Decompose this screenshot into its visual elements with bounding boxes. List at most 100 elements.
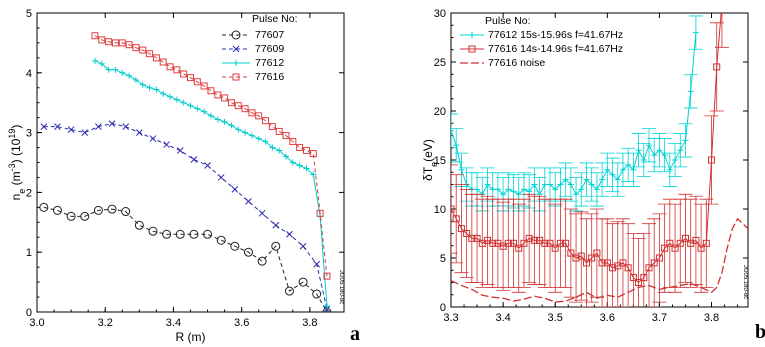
chart1-series0-point20 xyxy=(552,186,559,193)
chart1-series0-point42 xyxy=(666,166,673,173)
chart1-series0-point40 xyxy=(656,147,663,154)
chart0-xlabel: R (m) xyxy=(176,330,206,344)
chart1-series-1-errorbar-38 xyxy=(642,223,656,307)
chart0-series3-point3 xyxy=(111,39,119,47)
chart1-series1-point28 xyxy=(593,249,601,257)
chart1-series1-point8 xyxy=(489,239,497,247)
chart0-panel-letter: a xyxy=(350,323,360,345)
chart1-series0-point5 xyxy=(474,186,481,193)
chart0-ylabel-part-4: ) (10 xyxy=(9,138,23,163)
chart0-legend-label-2: 77612 xyxy=(255,57,284,69)
chart1-ytick-label-5: 25 xyxy=(434,57,446,69)
chart1-series1-point13 xyxy=(515,244,523,252)
chart1-series0-point26 xyxy=(583,176,590,183)
chart0-series3-point28 xyxy=(282,132,290,140)
chart0-frame xyxy=(36,12,345,313)
chart0-series-1-line xyxy=(43,123,328,310)
chart0-series0-point20 xyxy=(312,289,322,299)
chart0-legend-title: Pulse No: xyxy=(252,13,298,25)
chart0-series2-point11 xyxy=(167,93,174,100)
chart1-series0-point11 xyxy=(505,186,512,193)
chart1-series1-point27 xyxy=(588,254,596,262)
chart0-series2-point32 xyxy=(310,171,317,178)
chart1-ytick-label-2: 10 xyxy=(434,204,446,216)
chart0-series2-point18 xyxy=(214,116,221,123)
chart1-series1-point37 xyxy=(640,274,648,282)
chart1-series1-point15 xyxy=(525,234,533,242)
chart1-series-1-errorbar-37 xyxy=(636,233,651,307)
chart1-xtick-label-0: 3.3 xyxy=(443,312,458,324)
chart0-series2-point21 xyxy=(235,126,242,133)
chart0-series1-point3 xyxy=(81,129,89,136)
chart1-series1-point19 xyxy=(546,239,554,247)
chart1-series0-point41 xyxy=(661,152,668,159)
chart1-series1-point1 xyxy=(452,215,460,223)
chart0-series0-point19 xyxy=(298,277,308,287)
chart0-series3-point12 xyxy=(173,66,181,74)
chart1-series0-pointlegend xyxy=(469,32,475,38)
chart0-series0-point5 xyxy=(107,204,117,214)
chart0-series2-point20 xyxy=(228,122,235,129)
chart0-series3-point34 xyxy=(323,272,331,280)
chart1-series-1-errorbar-45 xyxy=(678,193,693,283)
chart1-series1-point47 xyxy=(692,236,700,244)
chart1-series1-point11 xyxy=(504,239,512,247)
chart1-series1-point33 xyxy=(619,259,627,267)
chart1-series-1-errorbar-33 xyxy=(615,218,630,307)
chart1-series0-point24 xyxy=(573,191,580,198)
chart0-series3-point14 xyxy=(187,74,194,82)
chart0-series3-point15 xyxy=(193,78,201,86)
chart0-legend: Pulse No: 77607 77609 77612 77616 xyxy=(222,13,298,83)
chart0-ytick-label-0: 0 xyxy=(26,307,32,319)
chart1-series-1-errorbar-43 xyxy=(668,203,683,293)
chart1-series-1-errorbar-46 xyxy=(683,198,698,288)
chart0-series0-point1 xyxy=(52,205,62,215)
chart1-ylabel-part-2: (eV) xyxy=(421,139,435,162)
chart1-series0-point19 xyxy=(547,181,553,188)
chart1-series-1-errorbar-50 xyxy=(704,115,719,205)
chart0-series2-point34 xyxy=(323,303,330,310)
chart0-series0-point10 xyxy=(175,229,185,239)
chart1-series0-point46 xyxy=(687,88,694,95)
chart1-series0-point33 xyxy=(619,166,626,173)
chart1-series0-point39 xyxy=(651,152,658,159)
chart0-ytick-label-1: 1 xyxy=(26,247,32,259)
chart0-series3-point9 xyxy=(152,54,160,62)
chart0-series2-point23 xyxy=(248,132,255,139)
chart0-series3-point25 xyxy=(262,117,270,125)
chart0-side-label: JG05.180-8c xyxy=(338,270,344,304)
chart0-series2-point1 xyxy=(98,60,105,67)
chart1-series-1-errorbar-36 xyxy=(631,238,646,307)
chart0-xtick-label-2: 3.4 xyxy=(166,317,181,329)
chart0-series0-point8 xyxy=(148,226,158,236)
chart1-series-0-line xyxy=(451,32,697,196)
chart0-series3-point19 xyxy=(221,94,229,102)
chart1-series0-point38 xyxy=(646,142,652,149)
chart0-series3-point27 xyxy=(275,127,283,135)
chart1-series1-point42 xyxy=(666,239,674,247)
chart1-series-2-line xyxy=(451,217,748,303)
chart0-series0-point11 xyxy=(189,229,199,239)
chart1-series-1-errorbar-22 xyxy=(558,198,573,288)
chart1-series-1-errorbar-24 xyxy=(569,213,584,303)
chart1-series0-point45 xyxy=(682,137,689,144)
chart1-series1-point44 xyxy=(676,239,684,247)
chart0-series3-point30 xyxy=(296,144,304,152)
chart1-series-1-errorbar-23 xyxy=(563,208,578,298)
chart0-series3-point13 xyxy=(180,70,188,78)
chart1-series1-point39 xyxy=(650,259,658,267)
chart0-series3-point31 xyxy=(302,147,310,155)
chart0-series2-point10 xyxy=(160,90,167,97)
chart0-series3-point1 xyxy=(98,36,106,44)
chart0-series1-point20 xyxy=(313,260,321,268)
chart0-plot-area xyxy=(39,32,332,312)
chart-a: 3.0 3.2 3.4 3.6 3.8 0 1 2 3 4 5 R (m) ne (m-3) (1019… xyxy=(7,8,360,345)
chart0-series2-point19 xyxy=(221,118,228,125)
chart1-series-2 xyxy=(451,217,748,303)
chart1-series0-point22 xyxy=(562,176,569,183)
chart1-ytick-label-6: 30 xyxy=(434,8,446,20)
chart1-ytick-label-3: 15 xyxy=(434,155,446,167)
chart0-series1-point7 xyxy=(135,129,143,136)
chart0-series3-point5 xyxy=(125,41,133,49)
chart1-series1-point18 xyxy=(541,239,549,247)
